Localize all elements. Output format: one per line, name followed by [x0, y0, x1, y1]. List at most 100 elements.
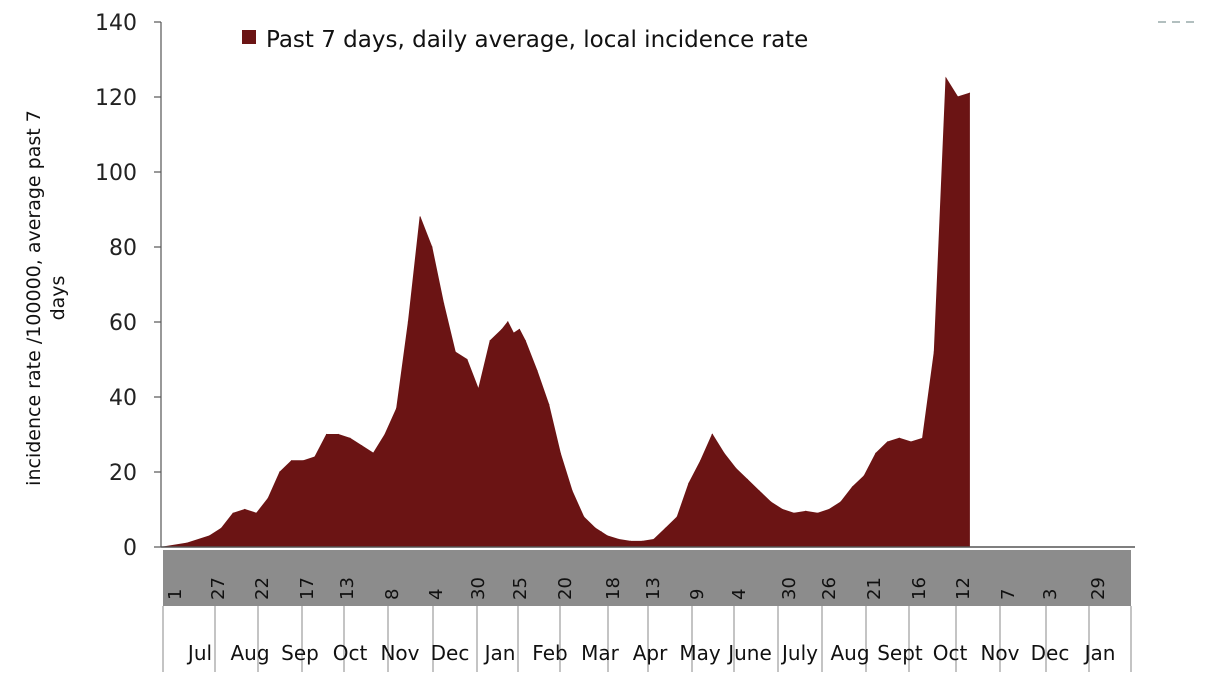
series-point: [407, 321, 409, 323]
series-point: [209, 535, 211, 537]
series-point: [583, 516, 585, 518]
series-point: [840, 501, 842, 503]
series-point: [431, 246, 433, 248]
x-tick-label: 29: [1088, 577, 1109, 600]
series-point: [898, 437, 900, 439]
x-tick-group: 4: [729, 589, 750, 600]
y-axis-label-line2: days: [47, 276, 69, 321]
y-tick-label: 20: [109, 461, 137, 486]
y-tick-label: 80: [109, 236, 137, 261]
series-point: [781, 508, 784, 511]
series-point: [793, 512, 795, 514]
x-tick-label: 13: [643, 577, 664, 600]
x-tick-group: 27: [208, 577, 229, 600]
month-label: Oct: [333, 641, 368, 665]
x-tick-label: 30: [468, 577, 489, 600]
series-point: [513, 332, 515, 334]
month-label: Aug: [830, 641, 869, 665]
series-point: [594, 527, 597, 529]
x-tick-group: 25: [510, 577, 531, 600]
month-label: Nov: [980, 641, 1019, 665]
series-point: [372, 452, 374, 454]
series-point: [641, 540, 643, 543]
series-point: [746, 478, 748, 481]
series-point: [922, 437, 924, 439]
series-point: [770, 501, 772, 503]
x-tick-label: 18: [603, 577, 624, 600]
x-tick-label: 27: [208, 577, 229, 600]
series-point: [758, 490, 760, 492]
legend-label: Past 7 days, daily average, local incide…: [266, 27, 808, 53]
series-point: [875, 452, 877, 454]
series-point: [524, 340, 526, 342]
series-point: [700, 460, 702, 462]
x-tick-label: 12: [953, 577, 974, 600]
x-tick-group: 18: [603, 577, 624, 600]
series-point: [255, 512, 258, 514]
month-label: Dec: [1031, 641, 1070, 665]
month-label: Feb: [532, 641, 567, 665]
x-tick-group: 7: [998, 589, 1019, 600]
series-point: [279, 471, 281, 473]
series-point: [244, 508, 246, 511]
x-tick-group: 17: [297, 577, 318, 600]
x-tick-group: 9: [687, 589, 708, 600]
x-tick-label: 13: [337, 577, 358, 600]
series-point: [933, 351, 935, 353]
x-tick-label: 9: [687, 589, 708, 600]
series-point: [805, 510, 807, 512]
x-tick-group: 3: [1040, 589, 1061, 600]
series-point: [945, 77, 947, 79]
series-point: [477, 388, 480, 391]
series-point: [361, 445, 363, 447]
y-tick-label: 140: [95, 11, 137, 36]
month-label: July: [780, 641, 818, 665]
series-point: [957, 96, 959, 98]
series-point: [723, 452, 725, 454]
series-point: [606, 535, 608, 537]
series-point: [600, 531, 602, 533]
series-point: [349, 437, 351, 439]
y-tick-label: 0: [123, 536, 137, 561]
series-point: [314, 456, 316, 458]
plot-area: [162, 76, 971, 548]
y-tick-label: 100: [95, 161, 137, 186]
series-point: [653, 538, 655, 541]
series-point: [664, 527, 667, 529]
series-point: [326, 433, 328, 436]
x-tick-label: 1: [165, 589, 186, 600]
series-point: [232, 512, 234, 514]
series-point: [629, 540, 632, 543]
month-label: Mar: [581, 641, 620, 665]
series-point: [396, 407, 398, 409]
series-point: [302, 460, 304, 462]
x-tick-label: 4: [426, 589, 447, 600]
x-tick-group: 30: [468, 577, 489, 600]
x-tick-group: 13: [337, 577, 358, 600]
series-point: [688, 482, 690, 484]
series-point: [337, 433, 339, 436]
series-area: [162, 76, 970, 548]
month-label: Nov: [380, 641, 419, 665]
legend-swatch: [242, 30, 256, 44]
series-point: [267, 497, 269, 499]
month-label: May: [679, 641, 721, 665]
series-point: [536, 370, 538, 372]
x-tick-group: 8: [382, 589, 403, 600]
month-label: Jan: [483, 641, 516, 665]
y-ticks: 0 20 40 60 80 100 120 140: [95, 11, 162, 561]
x-tick-label: 20: [555, 577, 576, 600]
series-point: [851, 486, 854, 488]
series-point: [735, 467, 737, 469]
x-axis: 1 27 22 17 13 8 4 30 25 20 18 13 9 4 30 26 21 16 12 7 3 29Jul…: [161, 546, 1135, 672]
x-tick-label: 16: [909, 577, 930, 600]
y-axis-label-group: incidence rate /100000, average past 7 d…: [23, 110, 69, 486]
series-point: [618, 538, 620, 541]
series-point: [828, 508, 830, 511]
x-tick-group: 26: [819, 577, 840, 600]
series-point: [559, 452, 561, 454]
month-label: Sep: [281, 641, 319, 665]
x-tick-label: 8: [382, 589, 403, 600]
